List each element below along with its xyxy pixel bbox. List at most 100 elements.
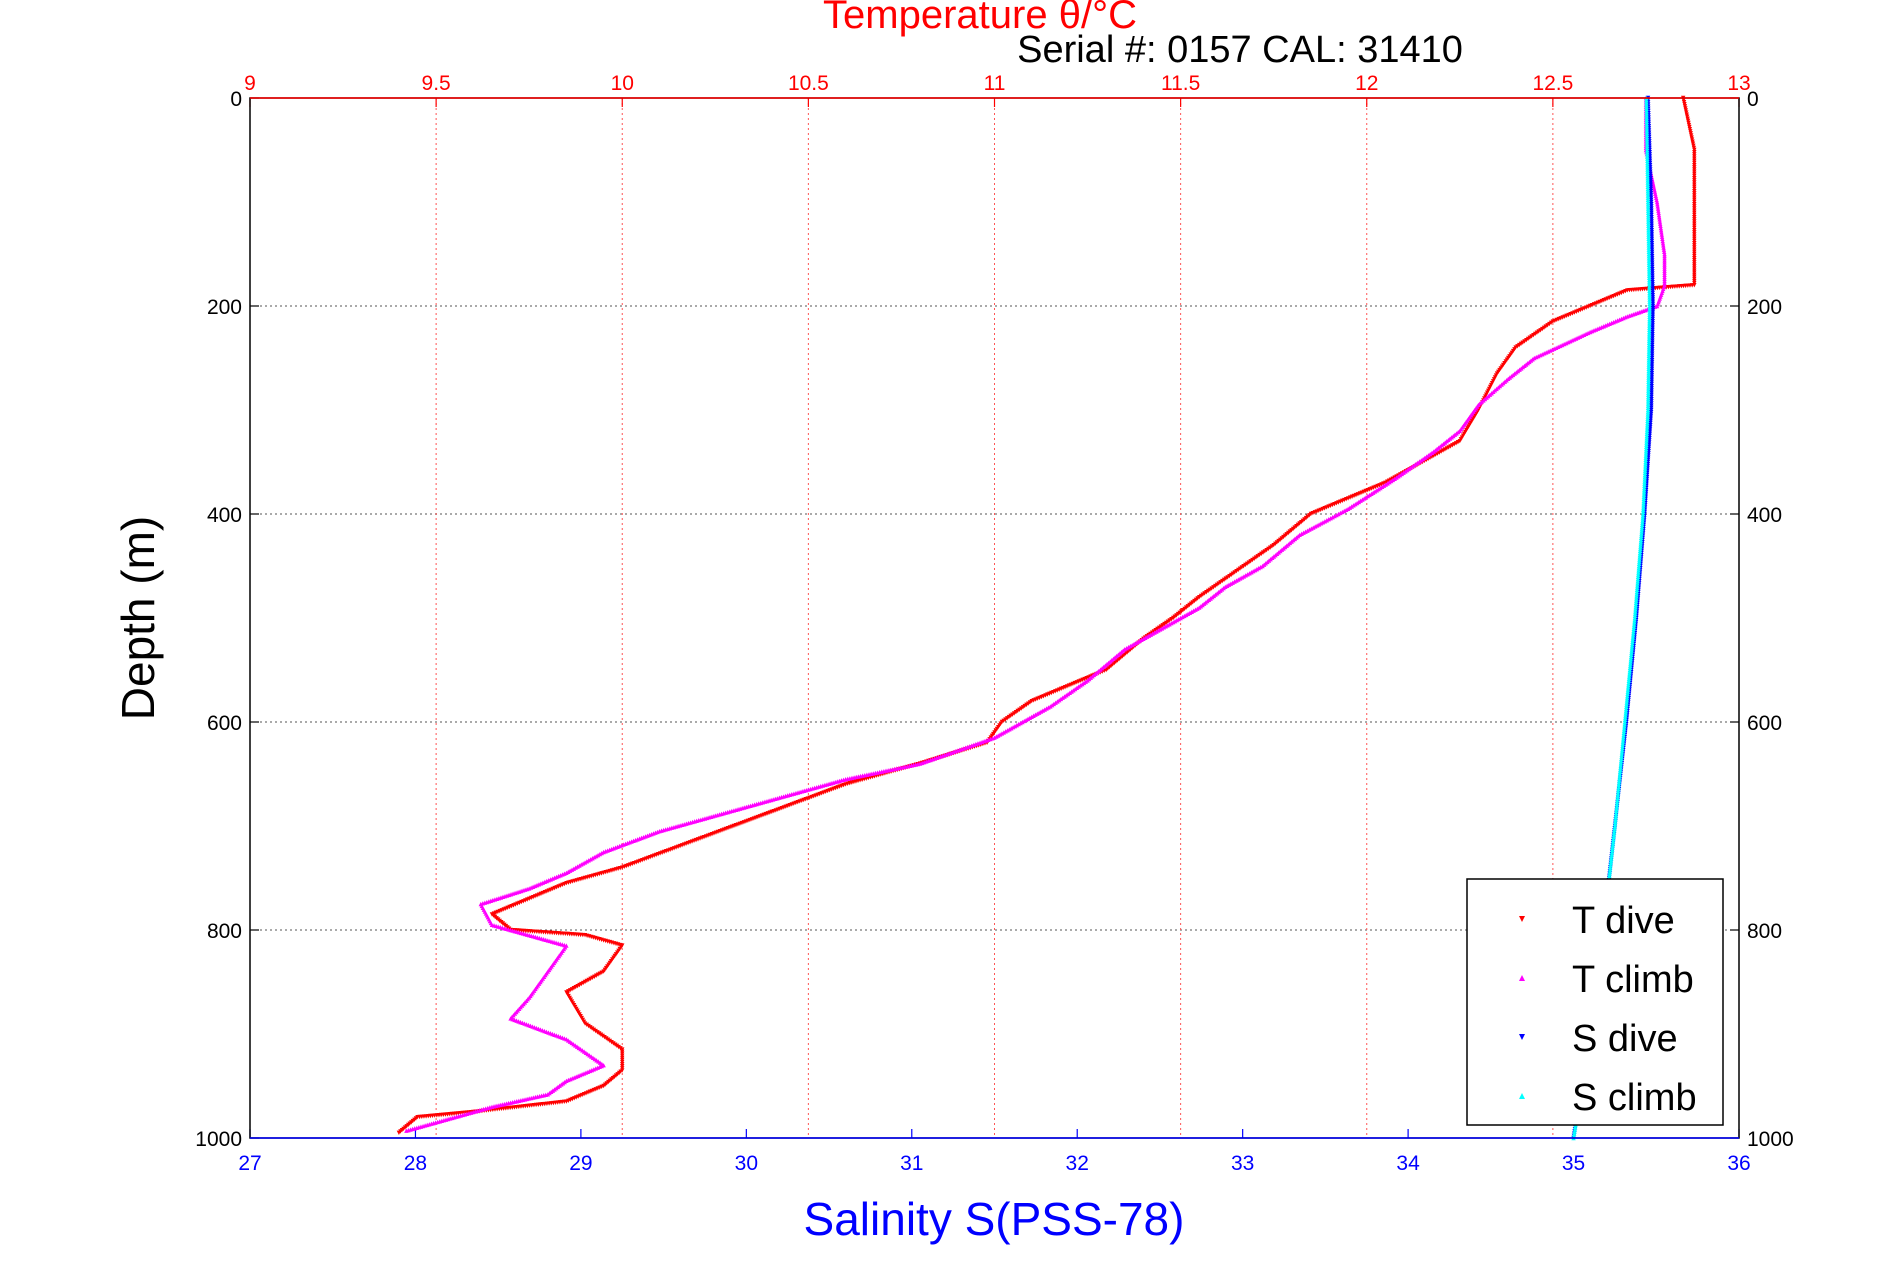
data-point [1160, 623, 1165, 628]
data-point [1641, 498, 1646, 504]
data-point [1657, 217, 1662, 222]
data-point [614, 1043, 620, 1049]
data-point [1618, 758, 1624, 764]
data-point [1633, 602, 1639, 608]
data-point [1017, 707, 1022, 712]
data-point [1647, 321, 1652, 326]
data-point [1632, 620, 1637, 625]
data-point [1253, 555, 1259, 560]
data-point [1633, 609, 1638, 614]
data-point [1616, 784, 1621, 790]
data-point [1646, 370, 1651, 376]
data-point [1647, 299, 1652, 304]
data-point [1618, 763, 1623, 768]
data-point [1647, 310, 1652, 315]
data-point [1632, 613, 1638, 619]
data-point [1541, 325, 1547, 330]
data-point [1647, 301, 1652, 307]
data-point [1008, 713, 1013, 719]
data-point [1654, 195, 1659, 201]
temperature-tick-label: 9 [244, 72, 256, 95]
data-point [1616, 789, 1621, 794]
data-point [1608, 858, 1614, 863]
data-point [598, 1032, 604, 1037]
data-point [1641, 494, 1647, 499]
data-point [1631, 622, 1637, 627]
data-point [1619, 752, 1624, 757]
data-point [404, 1128, 409, 1133]
data-point [600, 1033, 605, 1039]
data-point [1645, 191, 1651, 196]
data-point [1627, 665, 1633, 671]
data-point [1006, 714, 1012, 720]
data-point [1643, 466, 1648, 471]
data-point [1653, 191, 1658, 196]
data-point [1525, 336, 1531, 342]
data-point [1644, 100, 1649, 105]
data-point [1611, 836, 1616, 842]
data-point [1617, 773, 1622, 779]
data-point [1646, 366, 1651, 372]
series-t-dive [396, 95, 1697, 1135]
data-point [1644, 132, 1650, 138]
data-point [1267, 545, 1273, 550]
data-point [1641, 507, 1646, 512]
data-point [1646, 338, 1652, 343]
data-point [1629, 643, 1635, 649]
data-point [1155, 626, 1160, 632]
data-point [1659, 232, 1664, 237]
data-point [1623, 713, 1628, 718]
data-point [1220, 578, 1225, 584]
data-point [1624, 698, 1630, 703]
data-point [1646, 264, 1652, 270]
data-point [1622, 724, 1627, 729]
data-point [1647, 305, 1652, 311]
data-point [1632, 617, 1637, 623]
data-point [1646, 394, 1651, 400]
data-point [1644, 123, 1649, 129]
data-point [1644, 143, 1650, 148]
data-point [1643, 451, 1649, 456]
data-point [1646, 234, 1651, 239]
data-point [1623, 715, 1628, 720]
data-point [1207, 587, 1213, 592]
data-point [1619, 747, 1625, 753]
data-point [1628, 659, 1633, 664]
data-point [1645, 184, 1650, 190]
data-point [1644, 435, 1649, 441]
data-point [1644, 433, 1649, 439]
data-point [1647, 290, 1652, 296]
data-point [1647, 325, 1652, 330]
data-point [1647, 282, 1652, 287]
data-point [1644, 119, 1649, 125]
data-point [1019, 706, 1024, 711]
data-point [1646, 381, 1651, 387]
data-point [1624, 704, 1629, 710]
data-point [1661, 243, 1666, 248]
legend-marker [1519, 1034, 1525, 1040]
data-point [1644, 431, 1650, 437]
data-point [597, 1031, 602, 1036]
data-point [1169, 617, 1174, 622]
data-point [1646, 223, 1651, 229]
data-point [1661, 245, 1666, 250]
data-point [1645, 165, 1650, 170]
data-point [593, 1028, 598, 1034]
data-point [1612, 825, 1617, 831]
data-point [612, 1042, 618, 1047]
y-axis-label: Depth (m) [112, 516, 164, 720]
data-point [1635, 574, 1641, 580]
data-point [1635, 581, 1640, 586]
data-point [1024, 702, 1029, 708]
data-point [1520, 340, 1525, 345]
data-point [1237, 566, 1243, 571]
data-point [1658, 223, 1663, 229]
data-point [1647, 327, 1652, 333]
data-point [1653, 193, 1658, 198]
data-point [1644, 429, 1650, 434]
data-point [1609, 856, 1614, 861]
data-point [1642, 483, 1647, 489]
depth-tick-label-right: 800 [1747, 920, 1782, 943]
data-point [1646, 236, 1651, 242]
data-point [1609, 854, 1614, 859]
